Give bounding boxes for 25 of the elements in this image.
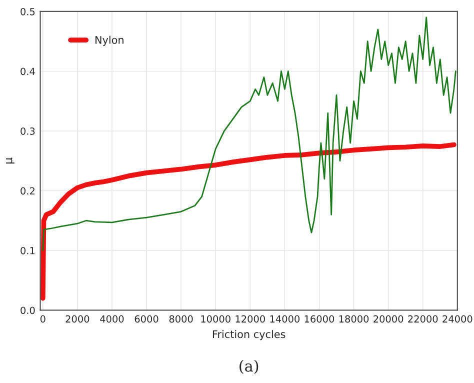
y-axis-title: μ	[6, 158, 14, 164]
x-tick-label: 14000	[270, 315, 300, 323]
x-tick-label: 22000	[408, 315, 438, 323]
line-series	[42, 16, 456, 252]
x-tick-label: 20000	[374, 315, 404, 323]
x-tick-label: 0	[40, 315, 46, 323]
x-tick-label: 10000	[201, 315, 230, 323]
y-tick-label: 0.0	[20, 306, 35, 314]
y-tick-label: 0.5	[20, 8, 35, 16]
x-tick-label: 2000	[66, 315, 90, 323]
x-tick-label: 6000	[134, 315, 158, 323]
y-tick-label: 0.1	[20, 246, 35, 254]
y-tick-label: 0.2	[20, 187, 34, 195]
x-tick-label: 24000	[442, 315, 472, 323]
x-tick-label: 18000	[339, 315, 369, 323]
legend-label: Nylon	[96, 36, 124, 46]
x-tick-label: 4000	[100, 315, 124, 323]
text: (a)	[240, 360, 258, 374]
y-tick-label: 0.4	[20, 68, 35, 76]
x-tick-label: 12000	[236, 315, 265, 323]
x-axis-title: Friction cycles	[212, 330, 286, 340]
line-series	[40, 142, 456, 301]
x-tick-label: 16000	[304, 315, 334, 323]
x-tick-label: 8000	[169, 315, 193, 323]
y-tick-label: 0.3	[20, 127, 35, 135]
